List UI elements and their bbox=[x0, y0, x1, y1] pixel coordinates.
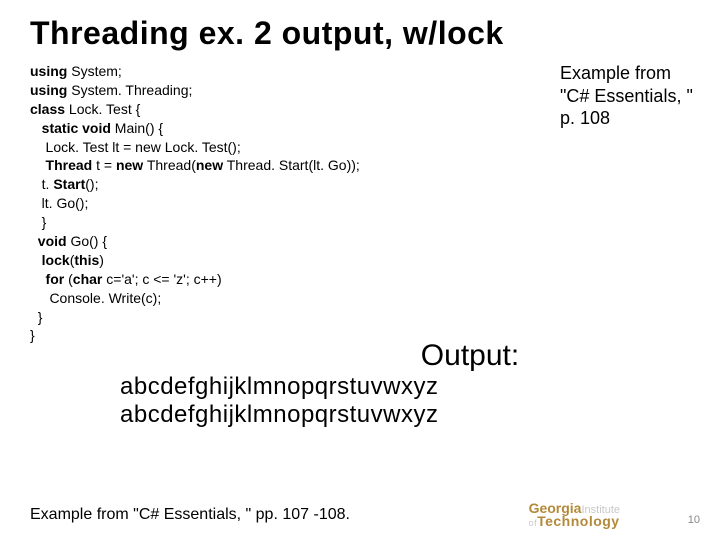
code-text: Console. Write(c); bbox=[30, 290, 161, 306]
code-text: Go() { bbox=[67, 233, 107, 249]
kw-thread: Thread bbox=[30, 157, 92, 173]
output-line: abcdefghijklmnopqrstuvwxyz bbox=[120, 373, 700, 401]
code-text: } bbox=[30, 327, 35, 343]
code-text: t. bbox=[30, 176, 53, 192]
code-text: c='a'; c <= 'z'; c++) bbox=[102, 271, 221, 287]
kw-using: using bbox=[30, 63, 67, 79]
kw-new: new bbox=[116, 157, 143, 173]
code-text: lt. Go(); bbox=[30, 195, 88, 211]
example-note: Example from "C# Essentials, " p. 108 bbox=[560, 62, 700, 130]
code-text: Main() { bbox=[111, 120, 163, 136]
slide: Threading ex. 2 output, w/lock using Sys… bbox=[0, 0, 720, 540]
kw-this: this bbox=[74, 252, 99, 268]
kw-static-void: static void bbox=[30, 120, 111, 136]
kw-void: void bbox=[30, 233, 67, 249]
code-text: } bbox=[30, 309, 42, 325]
code-text: t = bbox=[92, 157, 116, 173]
code-text: System. Threading; bbox=[67, 82, 192, 98]
code-text: ) bbox=[99, 252, 104, 268]
logo-of: of bbox=[529, 518, 538, 528]
note-line: Example from bbox=[560, 62, 700, 85]
code-text: (); bbox=[85, 176, 98, 192]
content-row: using System; using System. Threading; c… bbox=[30, 62, 700, 345]
note-line: p. 108 bbox=[560, 107, 700, 130]
output-block: Output: abcdefghijklmnopqrstuvwxyz abcde… bbox=[120, 339, 700, 429]
kw-start: Start bbox=[53, 176, 85, 192]
slide-title: Threading ex. 2 output, w/lock bbox=[30, 15, 700, 52]
code-text: Lock. Test lt = new Lock. Test(); bbox=[30, 139, 241, 155]
footer-citation: Example from "C# Essentials, " pp. 107 -… bbox=[30, 506, 350, 524]
note-line: "C# Essentials, " bbox=[560, 85, 700, 108]
kw-char: char bbox=[73, 271, 103, 287]
georgia-tech-logo: GeorgiaInstitute ofTechnology bbox=[529, 502, 620, 528]
code-block: using System; using System. Threading; c… bbox=[30, 62, 552, 345]
kw-using: using bbox=[30, 82, 67, 98]
kw-for: for bbox=[30, 271, 64, 287]
logo-line-2: ofTechnology bbox=[529, 515, 620, 528]
logo-technology: Technology bbox=[537, 513, 620, 529]
code-text: } bbox=[30, 214, 46, 230]
kw-new: new bbox=[196, 157, 223, 173]
code-text: System; bbox=[67, 63, 121, 79]
code-text: Lock. Test { bbox=[65, 101, 140, 117]
code-text: ( bbox=[64, 271, 73, 287]
kw-class: class bbox=[30, 101, 65, 117]
code-text: Thread( bbox=[143, 157, 196, 173]
page-number: 10 bbox=[688, 514, 700, 526]
output-line: abcdefghijklmnopqrstuvwxyz bbox=[120, 401, 700, 429]
code-text: Thread. Start(lt. Go)); bbox=[223, 157, 360, 173]
kw-lock: lock bbox=[30, 252, 70, 268]
